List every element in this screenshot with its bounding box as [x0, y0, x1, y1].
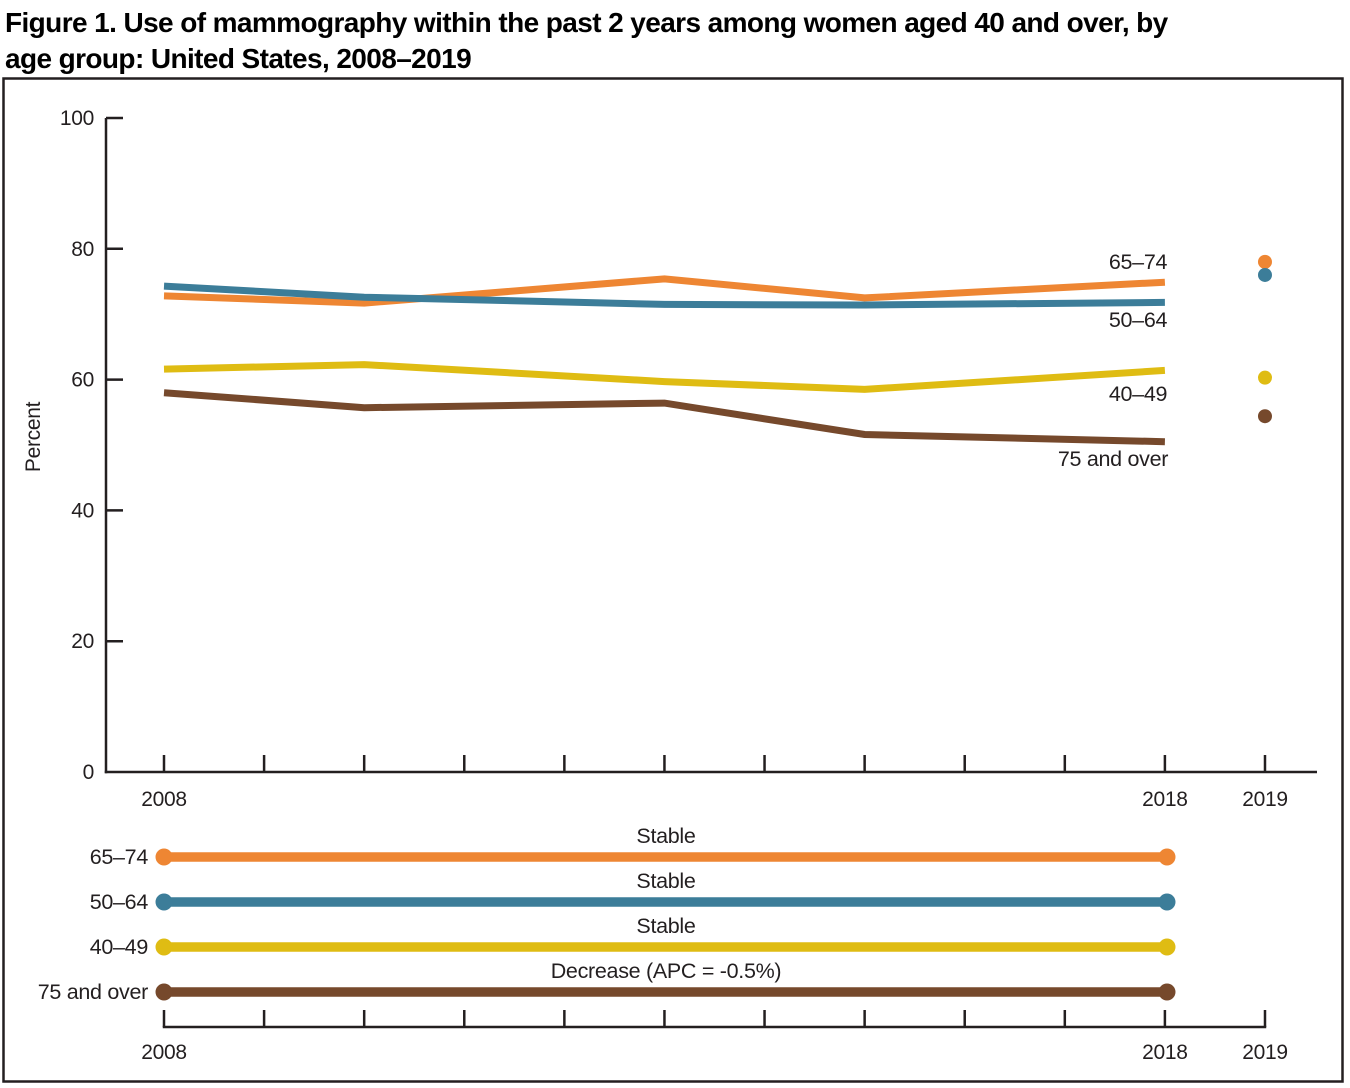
trend-row-label-65-74: 65–74: [90, 845, 149, 869]
trend-panel-tick-label-2018: 2018: [1142, 1041, 1188, 1064]
trend-row-label-50-64: 50–64: [90, 890, 149, 914]
trend-text-65-74: Stable: [636, 824, 695, 848]
series-label-50-64: 50–64: [1109, 308, 1168, 332]
trend-line-start-cap-65-74: [155, 848, 173, 866]
series-line-50-64: [163, 282, 1165, 309]
y-tick-label-0: 0: [83, 761, 94, 784]
y-tick-label-20: 20: [71, 630, 94, 653]
trend-row-label-75-and-over: 75 and over: [38, 980, 148, 1004]
trend-line-start-cap-75-and-over: [155, 983, 173, 1001]
point-2019-65-74: [1257, 254, 1272, 269]
series-line-40-49: [163, 361, 1166, 393]
trend-panel-tick-label-2019: 2019: [1242, 1041, 1288, 1064]
figure-title-line2: age group: United States, 2008–2019: [5, 43, 472, 74]
series-label-40-49: 40–49: [1109, 382, 1167, 406]
trend-text-40-49: Stable: [636, 914, 695, 938]
series-line-65-74: [163, 275, 1166, 307]
x-tick-label-2019: 2019: [1242, 788, 1288, 811]
trend-line-end-cap-75-and-over: [1158, 983, 1176, 1001]
trend-panel-tick-label-2008: 2008: [141, 1041, 187, 1064]
figure-title: Figure 1. Use of mammography within the …: [5, 5, 1168, 77]
y-tick-label-80: 80: [71, 238, 94, 261]
figure-title-line1: Figure 1. Use of mammography within the …: [5, 7, 1168, 38]
series-line-75-and-over: [163, 389, 1165, 446]
trend-line-start-cap-50-64: [155, 893, 173, 911]
point-2019-40-49: [1257, 370, 1272, 385]
figure-border: [2, 77, 1344, 1083]
y-tick-label-100: 100: [60, 107, 94, 130]
trend-line-end-cap-40-49: [1158, 938, 1176, 956]
y-tick-label-60: 60: [71, 369, 94, 392]
trend-line-start-cap-40-49: [155, 938, 173, 956]
point-2019-75-and-over: [1257, 409, 1272, 424]
series-label-75-and-over: 75 and over: [1058, 447, 1168, 471]
trend-row-label-40-49: 40–49: [90, 935, 148, 959]
y-axis-title: Percent: [22, 401, 45, 472]
y-tick-label-40: 40: [71, 499, 94, 522]
trend-text-75-and-over: Decrease (APC = -0.5%): [551, 959, 782, 983]
x-tick-label-2008: 2008: [141, 788, 187, 811]
point-2019-50-64: [1257, 267, 1272, 282]
trend-line-end-cap-65-74: [1158, 848, 1176, 866]
trend-line-end-cap-50-64: [1158, 893, 1176, 911]
x-tick-label-2018: 2018: [1142, 788, 1188, 811]
series-label-65-74: 65–74: [1109, 250, 1168, 274]
trend-text-50-64: Stable: [636, 869, 695, 893]
